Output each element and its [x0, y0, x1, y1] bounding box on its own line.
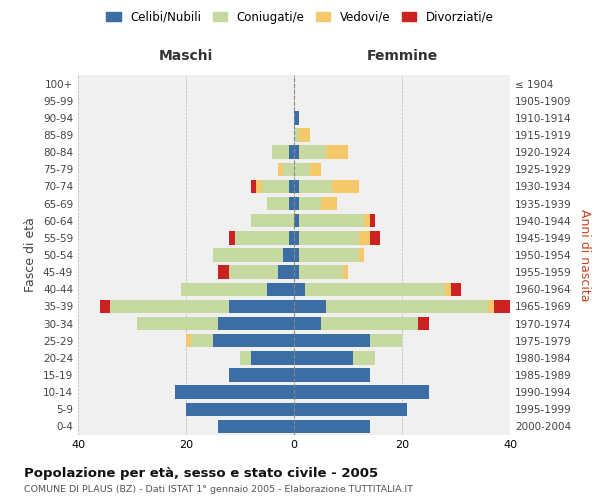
Bar [299, 146, 326, 159]
Bar [294, 300, 326, 313]
Bar [294, 111, 299, 124]
Bar [326, 146, 348, 159]
Bar [267, 197, 289, 210]
Bar [294, 128, 299, 141]
Bar [218, 317, 294, 330]
Bar [370, 231, 380, 244]
Bar [299, 231, 359, 244]
Bar [294, 420, 370, 433]
Bar [294, 214, 299, 228]
Bar [353, 351, 375, 364]
Bar [278, 162, 283, 176]
Legend: Celibi/Nubili, Coniugati/e, Vedovi/e, Divorziati/e: Celibi/Nubili, Coniugati/e, Vedovi/e, Di… [101, 6, 499, 28]
Bar [229, 300, 294, 313]
Bar [191, 334, 213, 347]
Bar [272, 146, 289, 159]
Bar [181, 282, 267, 296]
Bar [451, 282, 461, 296]
Bar [110, 300, 229, 313]
Bar [494, 300, 510, 313]
Text: Maschi: Maschi [159, 49, 213, 63]
Bar [283, 162, 294, 176]
Bar [364, 214, 370, 228]
Bar [213, 248, 283, 262]
Bar [294, 197, 299, 210]
Bar [294, 146, 299, 159]
Bar [294, 351, 353, 364]
Text: COMUNE DI PLAUS (BZ) - Dati ISTAT 1° gennaio 2005 - Elaborazione TUTTITALIA.IT: COMUNE DI PLAUS (BZ) - Dati ISTAT 1° gen… [24, 485, 413, 494]
Bar [294, 180, 299, 193]
Bar [235, 231, 289, 244]
Bar [299, 197, 321, 210]
Bar [251, 351, 294, 364]
Bar [370, 334, 402, 347]
Bar [418, 317, 429, 330]
Bar [294, 231, 299, 244]
Bar [240, 351, 251, 364]
Bar [294, 334, 370, 347]
Bar [283, 248, 294, 262]
Bar [213, 334, 294, 347]
Bar [294, 162, 310, 176]
Bar [218, 266, 229, 279]
Bar [305, 282, 445, 296]
Bar [218, 420, 294, 433]
Bar [321, 197, 337, 210]
Bar [262, 180, 289, 193]
Bar [229, 231, 235, 244]
Bar [332, 180, 359, 193]
Bar [326, 300, 488, 313]
Bar [299, 214, 364, 228]
Bar [294, 248, 299, 262]
Bar [289, 180, 294, 193]
Bar [186, 402, 294, 416]
Bar [294, 368, 370, 382]
Bar [186, 334, 191, 347]
Bar [294, 317, 321, 330]
Bar [321, 317, 418, 330]
Y-axis label: Anni di nascita: Anni di nascita [578, 209, 591, 301]
Bar [310, 162, 321, 176]
Bar [267, 282, 294, 296]
Bar [445, 282, 451, 296]
Bar [100, 300, 110, 313]
Bar [370, 214, 375, 228]
Bar [299, 128, 310, 141]
Y-axis label: Fasce di età: Fasce di età [25, 218, 37, 292]
Bar [251, 214, 294, 228]
Bar [294, 266, 299, 279]
Bar [251, 180, 256, 193]
Bar [488, 300, 494, 313]
Bar [359, 231, 370, 244]
Text: Femmine: Femmine [367, 49, 437, 63]
Bar [256, 180, 262, 193]
Bar [294, 386, 429, 399]
Bar [289, 231, 294, 244]
Text: Popolazione per età, sesso e stato civile - 2005: Popolazione per età, sesso e stato civil… [24, 468, 378, 480]
Bar [175, 386, 294, 399]
Bar [299, 266, 343, 279]
Bar [294, 282, 305, 296]
Bar [359, 248, 364, 262]
Bar [229, 368, 294, 382]
Bar [278, 266, 294, 279]
Bar [289, 197, 294, 210]
Bar [289, 146, 294, 159]
Bar [137, 317, 218, 330]
Bar [229, 266, 278, 279]
Bar [299, 248, 359, 262]
Bar [343, 266, 348, 279]
Bar [299, 180, 332, 193]
Bar [294, 402, 407, 416]
